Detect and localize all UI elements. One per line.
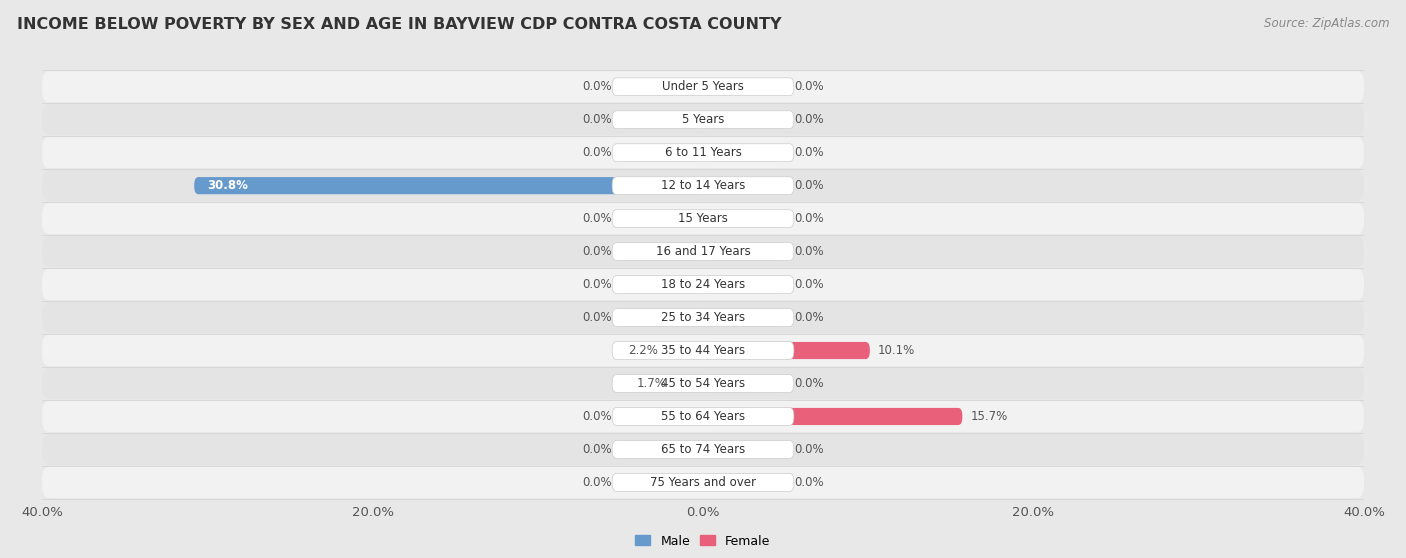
Text: 65 to 74 Years: 65 to 74 Years (661, 443, 745, 456)
Text: 0.0%: 0.0% (794, 377, 824, 390)
FancyBboxPatch shape (703, 78, 786, 95)
FancyBboxPatch shape (612, 276, 794, 294)
FancyBboxPatch shape (42, 302, 1364, 333)
FancyBboxPatch shape (703, 210, 786, 227)
FancyBboxPatch shape (612, 177, 794, 195)
FancyBboxPatch shape (42, 335, 1364, 366)
FancyBboxPatch shape (620, 78, 703, 95)
Text: 0.0%: 0.0% (794, 113, 824, 126)
FancyBboxPatch shape (703, 144, 786, 161)
FancyBboxPatch shape (703, 342, 870, 359)
Text: 0.0%: 0.0% (794, 80, 824, 93)
Legend: Male, Female: Male, Female (630, 530, 776, 552)
FancyBboxPatch shape (612, 243, 794, 261)
FancyBboxPatch shape (703, 441, 786, 458)
FancyBboxPatch shape (42, 236, 1364, 267)
FancyBboxPatch shape (612, 210, 794, 228)
FancyBboxPatch shape (703, 243, 786, 260)
Text: 0.0%: 0.0% (582, 113, 612, 126)
FancyBboxPatch shape (612, 474, 794, 492)
Text: 0.0%: 0.0% (794, 278, 824, 291)
FancyBboxPatch shape (620, 111, 703, 128)
FancyBboxPatch shape (620, 408, 703, 425)
Text: 0.0%: 0.0% (582, 278, 612, 291)
Text: 0.0%: 0.0% (582, 245, 612, 258)
Text: 15.7%: 15.7% (970, 410, 1008, 423)
Text: 0.0%: 0.0% (794, 212, 824, 225)
FancyBboxPatch shape (612, 441, 794, 458)
FancyBboxPatch shape (42, 401, 1364, 432)
FancyBboxPatch shape (703, 177, 786, 194)
FancyBboxPatch shape (42, 137, 1364, 168)
Text: 35 to 44 Years: 35 to 44 Years (661, 344, 745, 357)
FancyBboxPatch shape (612, 374, 794, 392)
Text: INCOME BELOW POVERTY BY SEX AND AGE IN BAYVIEW CDP CONTRA COSTA COUNTY: INCOME BELOW POVERTY BY SEX AND AGE IN B… (17, 17, 782, 32)
FancyBboxPatch shape (612, 111, 794, 128)
Text: 0.0%: 0.0% (794, 311, 824, 324)
Text: 2.2%: 2.2% (628, 344, 658, 357)
Text: 0.0%: 0.0% (794, 443, 824, 456)
Text: 0.0%: 0.0% (582, 443, 612, 456)
FancyBboxPatch shape (703, 309, 786, 326)
FancyBboxPatch shape (42, 269, 1364, 300)
FancyBboxPatch shape (703, 276, 786, 293)
FancyBboxPatch shape (42, 203, 1364, 234)
Text: 25 to 34 Years: 25 to 34 Years (661, 311, 745, 324)
Text: 0.0%: 0.0% (582, 476, 612, 489)
FancyBboxPatch shape (42, 467, 1364, 498)
FancyBboxPatch shape (703, 474, 786, 491)
FancyBboxPatch shape (612, 407, 794, 425)
Text: 75 Years and over: 75 Years and over (650, 476, 756, 489)
Text: 6 to 11 Years: 6 to 11 Years (665, 146, 741, 159)
FancyBboxPatch shape (620, 309, 703, 326)
Text: 30.8%: 30.8% (207, 179, 249, 192)
FancyBboxPatch shape (703, 111, 786, 128)
Text: 15 Years: 15 Years (678, 212, 728, 225)
FancyBboxPatch shape (620, 441, 703, 458)
Text: Source: ZipAtlas.com: Source: ZipAtlas.com (1264, 17, 1389, 30)
FancyBboxPatch shape (42, 71, 1364, 102)
FancyBboxPatch shape (620, 210, 703, 227)
Text: 0.0%: 0.0% (794, 179, 824, 192)
FancyBboxPatch shape (612, 309, 794, 326)
FancyBboxPatch shape (42, 104, 1364, 135)
Text: 0.0%: 0.0% (794, 146, 824, 159)
Text: 10.1%: 10.1% (879, 344, 915, 357)
FancyBboxPatch shape (620, 243, 703, 260)
Text: 0.0%: 0.0% (582, 80, 612, 93)
FancyBboxPatch shape (612, 78, 794, 95)
FancyBboxPatch shape (42, 170, 1364, 201)
FancyBboxPatch shape (42, 434, 1364, 465)
FancyBboxPatch shape (703, 408, 962, 425)
Text: 0.0%: 0.0% (582, 146, 612, 159)
FancyBboxPatch shape (612, 341, 794, 359)
Text: 16 and 17 Years: 16 and 17 Years (655, 245, 751, 258)
Text: 0.0%: 0.0% (794, 245, 824, 258)
FancyBboxPatch shape (703, 375, 786, 392)
Text: 5 Years: 5 Years (682, 113, 724, 126)
FancyBboxPatch shape (620, 144, 703, 161)
Text: 18 to 24 Years: 18 to 24 Years (661, 278, 745, 291)
Text: Under 5 Years: Under 5 Years (662, 80, 744, 93)
FancyBboxPatch shape (666, 342, 703, 359)
FancyBboxPatch shape (620, 276, 703, 293)
Text: 0.0%: 0.0% (794, 476, 824, 489)
FancyBboxPatch shape (42, 368, 1364, 399)
Text: 1.7%: 1.7% (637, 377, 666, 390)
FancyBboxPatch shape (612, 144, 794, 162)
FancyBboxPatch shape (194, 177, 703, 194)
FancyBboxPatch shape (620, 474, 703, 491)
FancyBboxPatch shape (675, 375, 703, 392)
Text: 12 to 14 Years: 12 to 14 Years (661, 179, 745, 192)
Text: 45 to 54 Years: 45 to 54 Years (661, 377, 745, 390)
Text: 0.0%: 0.0% (582, 212, 612, 225)
Text: 0.0%: 0.0% (582, 311, 612, 324)
Text: 0.0%: 0.0% (582, 410, 612, 423)
Text: 55 to 64 Years: 55 to 64 Years (661, 410, 745, 423)
